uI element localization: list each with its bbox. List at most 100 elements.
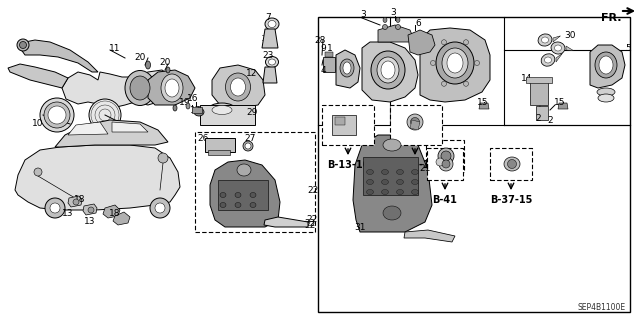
Ellipse shape: [212, 106, 232, 115]
Bar: [195, 132, 315, 232]
Polygon shape: [68, 196, 82, 207]
Bar: [318, 17, 630, 312]
Ellipse shape: [269, 59, 275, 65]
Ellipse shape: [243, 141, 253, 151]
Text: 22: 22: [305, 221, 316, 230]
Ellipse shape: [367, 170, 374, 174]
Text: 6: 6: [415, 19, 421, 28]
Bar: [536, 106, 548, 120]
Bar: [332, 115, 356, 135]
Polygon shape: [20, 40, 98, 72]
Bar: [192, 107, 202, 113]
Ellipse shape: [383, 18, 387, 22]
Ellipse shape: [377, 57, 399, 83]
Ellipse shape: [447, 53, 463, 73]
Polygon shape: [103, 205, 120, 218]
Ellipse shape: [235, 193, 241, 197]
Bar: [526, 77, 552, 83]
Ellipse shape: [88, 207, 94, 213]
Bar: [490, 148, 532, 180]
Polygon shape: [62, 70, 175, 108]
Text: 30: 30: [564, 30, 576, 39]
Circle shape: [150, 198, 170, 218]
Ellipse shape: [383, 25, 387, 29]
Polygon shape: [590, 45, 625, 88]
Ellipse shape: [250, 193, 256, 197]
Ellipse shape: [595, 52, 617, 78]
Polygon shape: [420, 28, 490, 102]
Text: 26: 26: [197, 133, 209, 142]
Ellipse shape: [438, 148, 454, 164]
Bar: [325, 52, 333, 57]
Text: 21: 21: [419, 164, 431, 172]
Text: 28: 28: [314, 36, 326, 44]
Ellipse shape: [383, 206, 401, 220]
Ellipse shape: [220, 203, 226, 207]
Text: 16: 16: [188, 93, 199, 102]
Bar: [530, 80, 548, 105]
Polygon shape: [113, 212, 130, 225]
Ellipse shape: [266, 57, 278, 68]
Ellipse shape: [545, 57, 552, 63]
Bar: [218, 180, 268, 210]
Ellipse shape: [19, 42, 26, 49]
Text: 1: 1: [327, 44, 333, 52]
Bar: [208, 150, 230, 155]
Text: 3: 3: [360, 10, 366, 19]
Text: 2: 2: [535, 114, 541, 123]
Text: 2: 2: [547, 116, 553, 124]
Ellipse shape: [220, 193, 226, 197]
Ellipse shape: [442, 81, 447, 86]
Text: 14: 14: [522, 74, 532, 83]
Text: B-37-15: B-37-15: [490, 195, 532, 205]
Ellipse shape: [186, 103, 190, 109]
Ellipse shape: [504, 157, 520, 171]
Bar: [205, 138, 235, 152]
Ellipse shape: [397, 180, 403, 185]
Ellipse shape: [173, 105, 177, 111]
Ellipse shape: [237, 164, 251, 176]
Ellipse shape: [410, 117, 419, 126]
Ellipse shape: [554, 45, 561, 51]
Text: 13: 13: [84, 218, 96, 227]
Ellipse shape: [381, 180, 388, 185]
Ellipse shape: [145, 61, 150, 69]
Ellipse shape: [538, 34, 552, 46]
Ellipse shape: [397, 170, 403, 174]
Polygon shape: [336, 50, 360, 88]
Ellipse shape: [381, 170, 388, 174]
Ellipse shape: [381, 61, 395, 79]
Ellipse shape: [442, 48, 468, 78]
Text: 11: 11: [109, 44, 121, 52]
Ellipse shape: [431, 60, 435, 66]
Ellipse shape: [412, 170, 419, 174]
Ellipse shape: [442, 40, 447, 45]
Ellipse shape: [371, 51, 405, 89]
Text: B-53-10: B-53-10: [394, 160, 436, 170]
Text: 15: 15: [477, 98, 489, 107]
Ellipse shape: [541, 54, 555, 66]
Ellipse shape: [598, 94, 614, 102]
Text: 22: 22: [307, 186, 319, 195]
Ellipse shape: [125, 70, 155, 106]
Text: B-41: B-41: [433, 195, 458, 205]
Ellipse shape: [17, 39, 29, 51]
Polygon shape: [410, 120, 420, 130]
Ellipse shape: [208, 103, 236, 117]
Ellipse shape: [396, 25, 401, 29]
Polygon shape: [112, 122, 148, 132]
Polygon shape: [353, 135, 432, 232]
Ellipse shape: [381, 189, 388, 195]
Ellipse shape: [165, 79, 179, 97]
Ellipse shape: [268, 20, 276, 28]
Ellipse shape: [73, 199, 79, 205]
Text: 29: 29: [246, 108, 258, 116]
Text: 19: 19: [179, 98, 191, 107]
Ellipse shape: [194, 108, 204, 116]
Polygon shape: [558, 103, 568, 109]
Circle shape: [158, 153, 168, 163]
Ellipse shape: [343, 62, 351, 74]
Polygon shape: [553, 36, 561, 42]
Ellipse shape: [442, 160, 450, 168]
Ellipse shape: [367, 180, 374, 185]
